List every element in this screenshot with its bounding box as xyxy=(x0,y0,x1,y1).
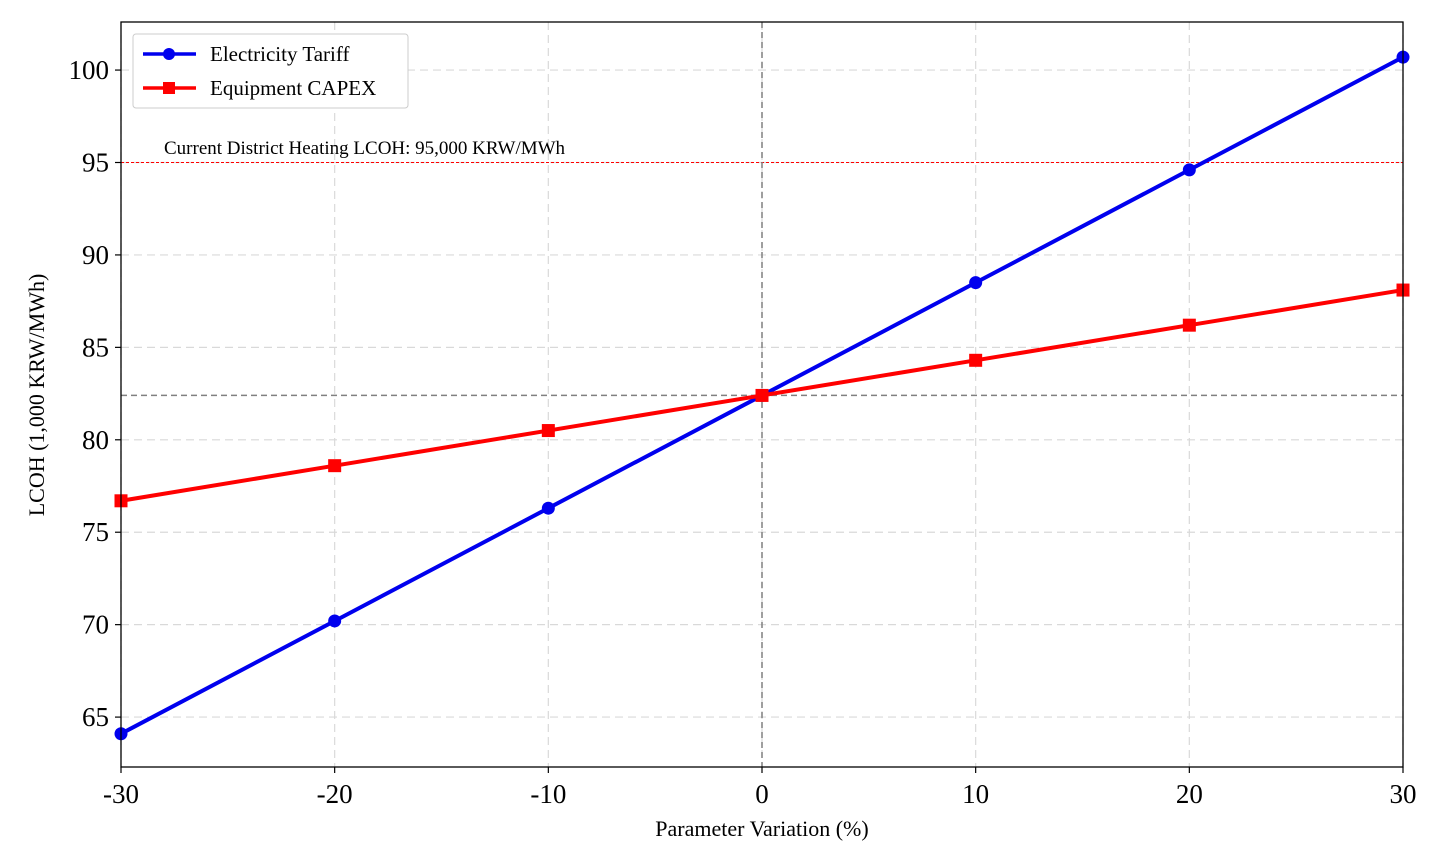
x-tick-label-3: 0 xyxy=(755,779,769,809)
x-axis-title: Parameter Variation (%) xyxy=(655,816,868,841)
point-electricity-tariff-2 xyxy=(541,501,555,515)
x-tick-label-4: 10 xyxy=(962,779,989,809)
y-tick-label-6: 95 xyxy=(82,147,109,177)
x-tick-label-6: 30 xyxy=(1390,779,1417,809)
legend-marker-equipment-capex xyxy=(163,82,175,94)
x-tick-label-2: -10 xyxy=(530,779,566,809)
legend-box xyxy=(132,33,409,109)
legend-label-equipment-capex: Equipment CAPEX xyxy=(210,76,376,100)
legend-marker-electricity-tariff xyxy=(163,48,175,60)
x-tick-label-0: -30 xyxy=(103,779,139,809)
y-axis-title: LCOH (1,000 KRW/MWh) xyxy=(24,274,49,517)
legend-label-electricity-tariff: Electricity Tariff xyxy=(210,42,349,66)
y-tick-label-4: 85 xyxy=(82,332,109,362)
point-equipment-capex-4 xyxy=(969,353,983,367)
y-tick-label-3: 80 xyxy=(82,425,109,455)
reference-line-label: Current District Heating LCOH: 95,000 KR… xyxy=(164,138,566,159)
y-tick-label-5: 90 xyxy=(82,240,109,270)
point-equipment-capex-3 xyxy=(755,388,769,402)
legend: Electricity Tariff Equipment CAPEX xyxy=(132,33,409,109)
point-equipment-capex-1 xyxy=(328,459,342,473)
y-tick-label-1: 70 xyxy=(82,610,109,640)
point-electricity-tariff-1 xyxy=(328,614,342,628)
point-electricity-tariff-4 xyxy=(969,276,983,290)
y-tick-label-7: 100 xyxy=(69,55,110,85)
y-tick-label-2: 75 xyxy=(82,517,109,547)
y-tick-label-0: 65 xyxy=(82,702,109,732)
x-tick-label-1: -20 xyxy=(317,779,353,809)
point-equipment-capex-5 xyxy=(1182,318,1196,332)
point-equipment-capex-2 xyxy=(541,424,555,438)
series-layer xyxy=(114,50,1410,741)
x-tick-label-5: 20 xyxy=(1176,779,1203,809)
axis-ticks: -30 -20 -10 0 10 20 30 65 70 75 80 85 90 95 100 xyxy=(69,55,1417,809)
point-electricity-tariff-5 xyxy=(1182,163,1196,177)
